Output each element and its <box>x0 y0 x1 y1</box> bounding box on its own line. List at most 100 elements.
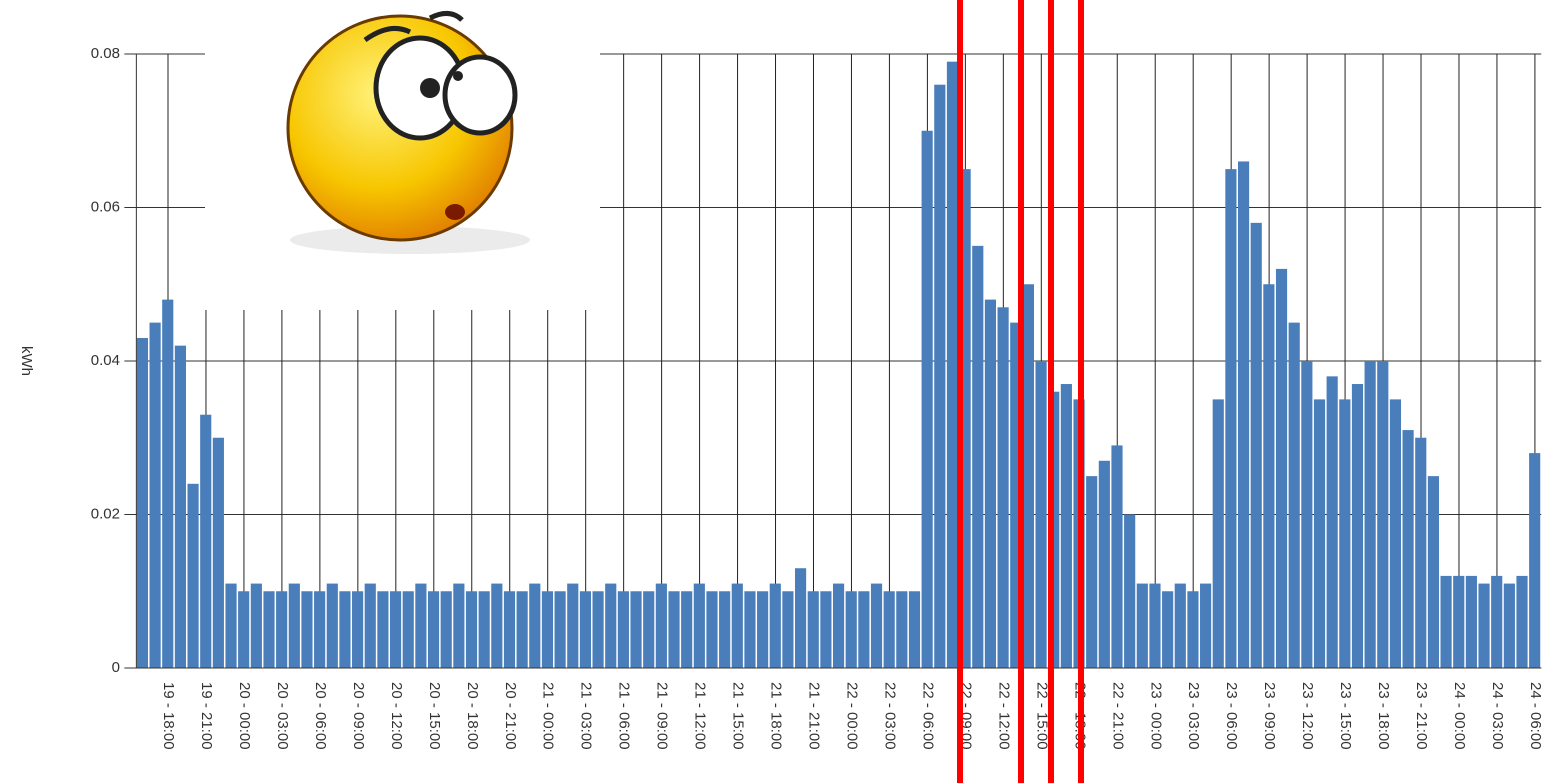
bar <box>150 323 161 668</box>
x-tick-label: 19 - 18:00 <box>160 682 177 750</box>
bar <box>1111 445 1122 668</box>
x-tick-label: 21 - 06:00 <box>616 682 633 750</box>
bar <box>1238 161 1249 668</box>
x-tick-label: 20 - 00:00 <box>236 682 253 750</box>
bar <box>352 591 363 668</box>
bar <box>1415 438 1426 668</box>
bar <box>415 584 426 668</box>
y-tick-label: 0.08 <box>91 45 120 62</box>
x-tick-label: 20 - 21:00 <box>502 682 519 750</box>
bar <box>175 346 186 668</box>
bar <box>580 591 591 668</box>
bar <box>985 300 996 668</box>
bar <box>757 591 768 668</box>
bar <box>719 591 730 668</box>
bar <box>1137 584 1148 668</box>
bar <box>1251 223 1262 668</box>
x-tick-label: 22 - 06:00 <box>919 682 936 750</box>
bar <box>1225 169 1236 668</box>
bar <box>390 591 401 668</box>
x-tick-label: 23 - 06:00 <box>1223 682 1240 750</box>
bar <box>1162 591 1173 668</box>
chart: kWh 00.020.040.060.0819 - 18:0019 - 21:0… <box>0 0 1548 783</box>
x-tick-label: 23 - 12:00 <box>1299 682 1316 750</box>
bar <box>567 584 578 668</box>
bar <box>694 584 705 668</box>
bar <box>592 591 603 668</box>
bar <box>1124 515 1135 669</box>
bar <box>200 415 211 668</box>
x-tick-label: 21 - 03:00 <box>578 682 595 750</box>
bar <box>517 591 528 668</box>
x-tick-label: 20 - 15:00 <box>426 682 443 750</box>
bar <box>795 568 806 668</box>
x-tick-label: 22 - 00:00 <box>843 682 860 750</box>
bar <box>643 591 654 668</box>
bar <box>403 591 414 668</box>
bar <box>314 591 325 668</box>
x-tick-label: 20 - 12:00 <box>388 682 405 750</box>
bar <box>630 591 641 668</box>
y-tick-label: 0.06 <box>91 198 120 215</box>
x-tick-label: 20 - 09:00 <box>350 682 367 750</box>
bar <box>1440 576 1451 668</box>
bar <box>529 584 540 668</box>
y-tick-label: 0.02 <box>91 505 120 522</box>
bar <box>365 584 376 668</box>
bar <box>327 584 338 668</box>
bar <box>1403 430 1414 668</box>
bar <box>947 62 958 668</box>
bar <box>276 591 287 668</box>
bar <box>1175 584 1186 668</box>
bar <box>1086 476 1097 668</box>
bar <box>441 591 452 668</box>
bar <box>871 584 882 668</box>
bar <box>1263 284 1274 668</box>
bar <box>289 584 300 668</box>
x-tick-label: 20 - 06:00 <box>312 682 329 750</box>
x-tick-label: 21 - 21:00 <box>806 682 823 750</box>
bar <box>1023 284 1034 668</box>
x-tick-label: 23 - 18:00 <box>1375 682 1392 750</box>
y-axis-label: kWh <box>18 346 35 376</box>
bar <box>1478 584 1489 668</box>
bar <box>1187 591 1198 668</box>
x-tick-label: 24 - 06:00 <box>1527 682 1544 750</box>
bar <box>491 584 502 668</box>
bar <box>972 246 983 668</box>
bar <box>668 591 679 668</box>
bar <box>808 591 819 668</box>
bar <box>466 591 477 668</box>
bar <box>1149 584 1160 668</box>
bar <box>934 85 945 668</box>
bar <box>377 591 388 668</box>
bar <box>656 584 667 668</box>
bar <box>225 584 236 668</box>
x-tick-label: 23 - 15:00 <box>1337 682 1354 750</box>
bar <box>998 307 1009 668</box>
bar <box>1504 584 1515 668</box>
bar <box>1339 399 1350 668</box>
x-tick-label: 24 - 00:00 <box>1451 682 1468 750</box>
bar <box>1200 584 1211 668</box>
x-tick-label: 21 - 15:00 <box>730 682 747 750</box>
bar <box>1491 576 1502 668</box>
bar <box>555 591 566 668</box>
bar <box>1327 376 1338 668</box>
x-tick-label: 22 - 03:00 <box>881 682 898 750</box>
x-tick-label: 23 - 09:00 <box>1261 682 1278 750</box>
bar <box>846 591 857 668</box>
bar <box>187 484 198 668</box>
bar <box>1301 361 1312 668</box>
bar <box>137 338 148 668</box>
x-tick-label: 23 - 21:00 <box>1413 682 1430 750</box>
bar <box>301 591 312 668</box>
x-tick-label: 22 - 15:00 <box>1033 682 1050 750</box>
x-tick-label: 21 - 18:00 <box>768 682 785 750</box>
bar <box>453 584 464 668</box>
y-tick-label: 0 <box>112 659 120 676</box>
bar <box>479 591 490 668</box>
bar <box>1276 269 1287 668</box>
bar <box>896 591 907 668</box>
bar <box>263 591 274 668</box>
